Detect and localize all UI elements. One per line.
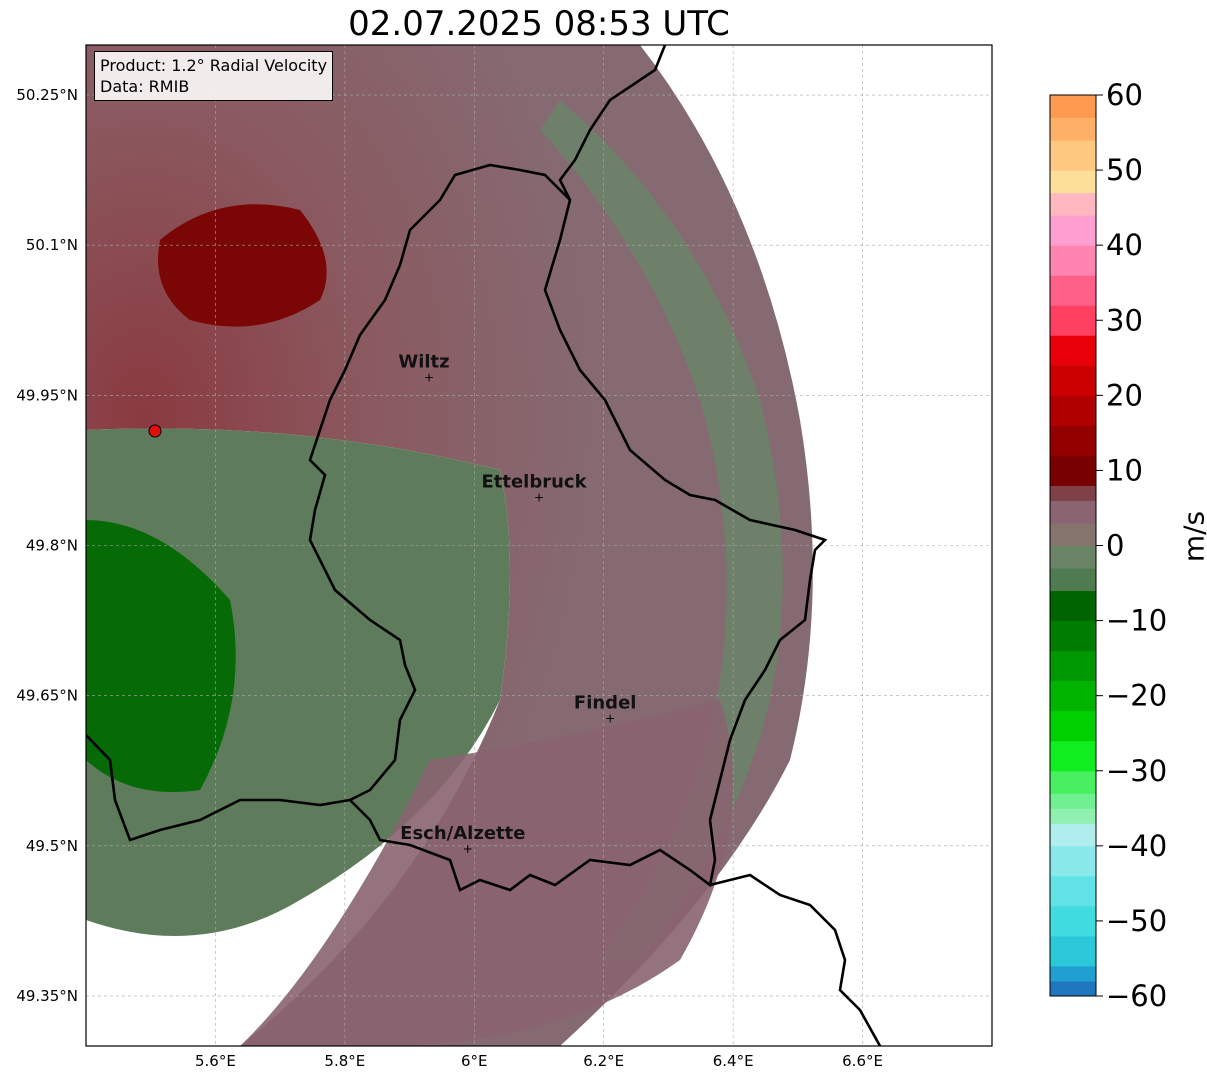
data-source-label: Data: RMIB <box>100 76 327 97</box>
colorbar-tick-label: 20 <box>1106 378 1143 412</box>
city-label: Wiltz <box>398 351 449 372</box>
lat-tick-label: 50.1°N <box>26 236 78 254</box>
colorbar-tick-label: −30 <box>1106 754 1167 788</box>
lat-tick-label: 50.25°N <box>16 86 78 104</box>
colorbar-tick-label: 10 <box>1106 453 1143 487</box>
colorbar-tick-label: 0 <box>1106 529 1124 563</box>
colorbar-segment <box>1050 170 1096 193</box>
colorbar-segment <box>1050 793 1096 809</box>
colorbar-segment <box>1050 711 1096 742</box>
colorbar-tick-label: −20 <box>1106 679 1167 713</box>
radar-site-marker <box>149 425 161 437</box>
colorbar-segment <box>1050 500 1096 523</box>
colorbar-segment <box>1050 966 1096 982</box>
colorbar-segment <box>1050 335 1096 366</box>
colorbar-segment <box>1050 118 1096 141</box>
lat-tick-label: 49.5°N <box>26 837 78 855</box>
colorbar-segment <box>1050 651 1096 682</box>
colorbar-segment <box>1050 568 1096 591</box>
colorbar-segment <box>1050 823 1096 846</box>
colorbar-segment <box>1050 215 1096 246</box>
colorbar-segment <box>1050 193 1096 216</box>
lon-tick-label: 6.2°E <box>583 1052 624 1070</box>
product-label: Product: 1.2° Radial Velocity <box>100 55 327 76</box>
lon-tick-label: 6.4°E <box>713 1052 754 1070</box>
colorbar-segment <box>1050 485 1096 501</box>
colorbar: 60 50 40 30 20 10 0 −10 −20 −30 −40 −50 −60 <box>1050 78 1167 1013</box>
colorbar-segment <box>1050 741 1096 772</box>
colorbar-tick-label: −40 <box>1106 829 1167 863</box>
lon-tick-label: 5.8°E <box>324 1052 365 1070</box>
latitude-tick-labels: 50.25°N 50.1°N 49.95°N 49.8°N 49.65°N 49.5°N 4… <box>16 86 78 1005</box>
colorbar-tick-label: −60 <box>1106 979 1167 1013</box>
colorbar-segment <box>1050 876 1096 907</box>
colorbar-segment <box>1050 771 1096 794</box>
lon-tick-label: 6°E <box>461 1052 488 1070</box>
colorbar-segment <box>1050 936 1096 967</box>
colorbar-segment <box>1050 981 1096 997</box>
lon-tick-label: 5.6°E <box>195 1052 236 1070</box>
city-marker-icon: + <box>534 490 544 504</box>
colorbar-segment <box>1050 140 1096 171</box>
colorbar-tick-label: 30 <box>1106 303 1143 337</box>
colorbar-segment <box>1050 95 1096 118</box>
city-marker-icon: + <box>463 842 473 856</box>
lat-tick-label: 49.8°N <box>26 537 78 555</box>
colorbar-segment <box>1050 305 1096 336</box>
colorbar-segment <box>1050 523 1096 546</box>
lat-tick-label: 49.95°N <box>16 386 78 404</box>
colorbar-segment <box>1050 621 1096 652</box>
colorbar-unit-label: m/s <box>1178 507 1207 567</box>
lon-tick-label: 6.6°E <box>842 1052 883 1070</box>
colorbar-segment <box>1050 455 1096 486</box>
colorbar-tick-label: −50 <box>1106 904 1167 938</box>
city-label: Esch/Alzette <box>400 823 525 844</box>
colorbar-segment <box>1050 275 1096 306</box>
colorbar-tick-label: −10 <box>1106 604 1167 638</box>
colorbar-segment <box>1050 425 1096 456</box>
colorbar-tick-label: 40 <box>1106 228 1143 262</box>
colorbar-segment <box>1050 808 1096 824</box>
colorbar-segment <box>1050 846 1096 877</box>
colorbar-segment <box>1050 681 1096 712</box>
colorbar-segment <box>1050 546 1096 569</box>
colorbar-tick-label: 60 <box>1106 78 1143 112</box>
lat-tick-label: 49.65°N <box>16 687 78 705</box>
colorbar-tick-label: 50 <box>1106 153 1143 187</box>
colorbar-segment <box>1050 365 1096 396</box>
chart-title: 02.07.2025 08:53 UTC <box>86 4 992 44</box>
city-marker-icon: + <box>424 370 434 384</box>
lat-tick-label: 49.35°N <box>16 987 78 1005</box>
city-label: Ettelbruck <box>481 471 587 492</box>
colorbar-segment <box>1050 591 1096 622</box>
info-box: Product: 1.2° Radial Velocity Data: RMIB <box>94 51 333 101</box>
colorbar-segment <box>1050 906 1096 937</box>
colorbar-segment <box>1050 245 1096 276</box>
city-marker-icon: + <box>605 712 615 726</box>
longitude-tick-labels: 5.6°E 5.8°E 6°E 6.2°E 6.4°E 6.6°E <box>195 1052 883 1070</box>
colorbar-segment <box>1050 395 1096 426</box>
city-label: Findel <box>574 693 637 714</box>
